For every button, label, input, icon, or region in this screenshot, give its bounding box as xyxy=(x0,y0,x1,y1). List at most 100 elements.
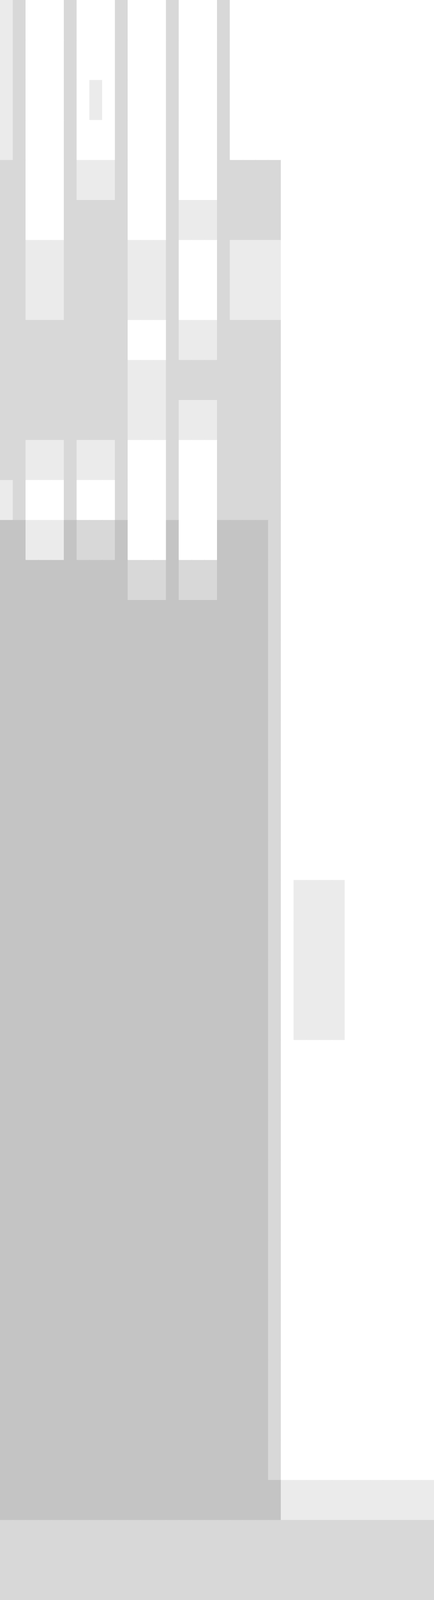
cell xyxy=(101,1361,116,1402)
cell xyxy=(12,120,26,161)
cell xyxy=(63,640,77,681)
cell xyxy=(178,120,192,161)
cell xyxy=(255,520,269,561)
cell xyxy=(229,1040,243,1082)
cell xyxy=(127,1201,141,1242)
cell xyxy=(395,1161,409,1202)
cell xyxy=(115,600,129,641)
cell xyxy=(165,1121,179,1162)
cell xyxy=(382,1040,396,1082)
cell xyxy=(191,320,205,361)
cell xyxy=(25,1361,39,1402)
cell xyxy=(332,881,346,922)
cell xyxy=(12,80,26,121)
cell xyxy=(318,1081,333,1122)
cell xyxy=(293,600,307,641)
cell xyxy=(63,840,77,882)
cell xyxy=(332,120,346,161)
cell xyxy=(204,720,218,761)
cell xyxy=(280,640,294,681)
cell xyxy=(140,1361,154,1402)
cell xyxy=(242,200,256,241)
cell xyxy=(140,560,154,602)
cell xyxy=(357,1201,371,1242)
cell xyxy=(344,1481,358,1522)
cell xyxy=(217,1281,231,1322)
cell xyxy=(370,360,384,401)
cell xyxy=(191,200,205,241)
cell xyxy=(293,400,307,441)
cell xyxy=(357,400,371,441)
cell xyxy=(395,1401,409,1442)
cell xyxy=(382,1081,396,1122)
cell xyxy=(165,800,179,842)
cell xyxy=(178,1281,192,1322)
cell xyxy=(421,160,434,201)
cell xyxy=(51,1040,65,1082)
cell xyxy=(115,961,129,1002)
cell xyxy=(25,39,39,81)
cell xyxy=(382,0,396,41)
cell xyxy=(370,920,384,962)
cell xyxy=(12,400,26,441)
cell xyxy=(318,600,333,641)
cell xyxy=(63,1001,77,1042)
cell xyxy=(127,280,141,321)
cell xyxy=(229,1121,243,1162)
cell xyxy=(204,560,218,602)
cell xyxy=(76,920,90,962)
cell xyxy=(280,360,294,401)
cell xyxy=(293,1521,307,1562)
cell xyxy=(242,120,256,161)
cell xyxy=(153,280,167,321)
cell xyxy=(140,1241,154,1282)
cell xyxy=(357,520,371,561)
cell xyxy=(12,240,26,281)
cell xyxy=(165,80,179,121)
cell xyxy=(191,1161,205,1202)
cell xyxy=(51,961,65,1002)
cell xyxy=(268,1561,282,1600)
cell xyxy=(153,320,167,361)
cell xyxy=(127,920,141,962)
cell xyxy=(204,840,218,882)
cell xyxy=(140,920,154,962)
cell xyxy=(127,1281,141,1322)
cell xyxy=(229,1081,243,1122)
cell xyxy=(165,1040,179,1082)
cell xyxy=(318,120,333,161)
cell xyxy=(357,720,371,761)
cell xyxy=(76,760,90,802)
cell xyxy=(51,1401,65,1442)
cell xyxy=(357,80,371,121)
cell xyxy=(421,800,434,842)
cell xyxy=(115,160,129,201)
cell xyxy=(76,80,90,121)
cell xyxy=(153,881,167,922)
cell xyxy=(153,1161,167,1202)
cell xyxy=(153,160,167,201)
cell xyxy=(395,560,409,602)
cell xyxy=(153,240,167,281)
cell xyxy=(12,1241,26,1282)
cell xyxy=(421,760,434,802)
cell xyxy=(242,881,256,922)
cell xyxy=(0,1201,14,1242)
cell xyxy=(268,1481,282,1522)
cell xyxy=(51,640,65,681)
cell xyxy=(421,1121,434,1162)
cell xyxy=(25,480,39,521)
cell xyxy=(38,1201,52,1242)
cell xyxy=(255,1561,269,1600)
cell xyxy=(165,320,179,361)
cell xyxy=(217,120,231,161)
cell xyxy=(127,1561,141,1600)
cell xyxy=(408,1281,422,1322)
cell xyxy=(178,160,192,201)
cell xyxy=(115,520,129,561)
cell xyxy=(293,280,307,321)
cell xyxy=(229,39,243,81)
cell xyxy=(153,1521,167,1562)
cell xyxy=(408,1201,422,1242)
cell xyxy=(191,280,205,321)
